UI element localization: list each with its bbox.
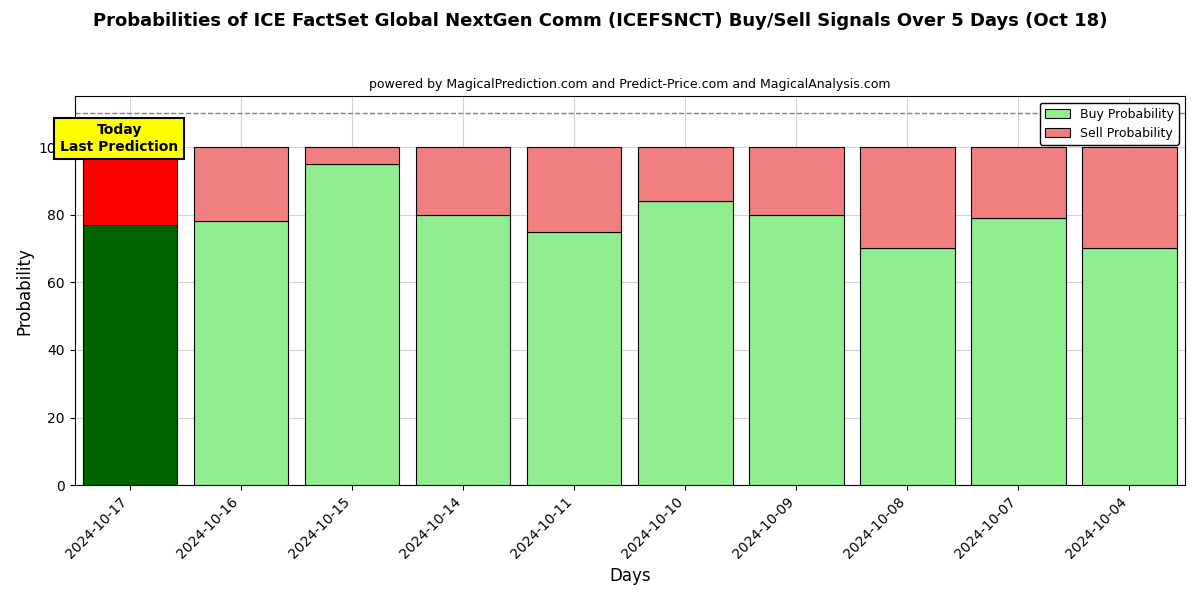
Y-axis label: Probability: Probability <box>16 247 34 335</box>
Bar <box>749 147 844 215</box>
Bar <box>860 147 955 248</box>
Bar <box>416 215 510 485</box>
Bar <box>1082 147 1177 248</box>
Bar <box>305 164 400 485</box>
Bar <box>83 147 178 225</box>
Bar <box>194 147 288 221</box>
Text: Probabilities of ICE FactSet Global NextGen Comm (ICEFSNCT) Buy/Sell Signals Ove: Probabilities of ICE FactSet Global Next… <box>92 12 1108 30</box>
Bar <box>971 218 1066 485</box>
Bar <box>305 147 400 164</box>
Bar <box>194 221 288 485</box>
Bar <box>860 248 955 485</box>
Legend: Buy Probability, Sell Probability: Buy Probability, Sell Probability <box>1040 103 1178 145</box>
Bar <box>1082 248 1177 485</box>
Title: powered by MagicalPrediction.com and Predict-Price.com and MagicalAnalysis.com: powered by MagicalPrediction.com and Pre… <box>370 78 890 91</box>
Bar <box>527 232 622 485</box>
Bar <box>416 147 510 215</box>
Bar <box>638 147 732 201</box>
X-axis label: Days: Days <box>610 567 650 585</box>
Bar <box>83 225 178 485</box>
Bar <box>638 201 732 485</box>
Bar <box>527 147 622 232</box>
Text: Today
Last Prediction: Today Last Prediction <box>60 124 178 154</box>
Bar <box>749 215 844 485</box>
Bar <box>971 147 1066 218</box>
